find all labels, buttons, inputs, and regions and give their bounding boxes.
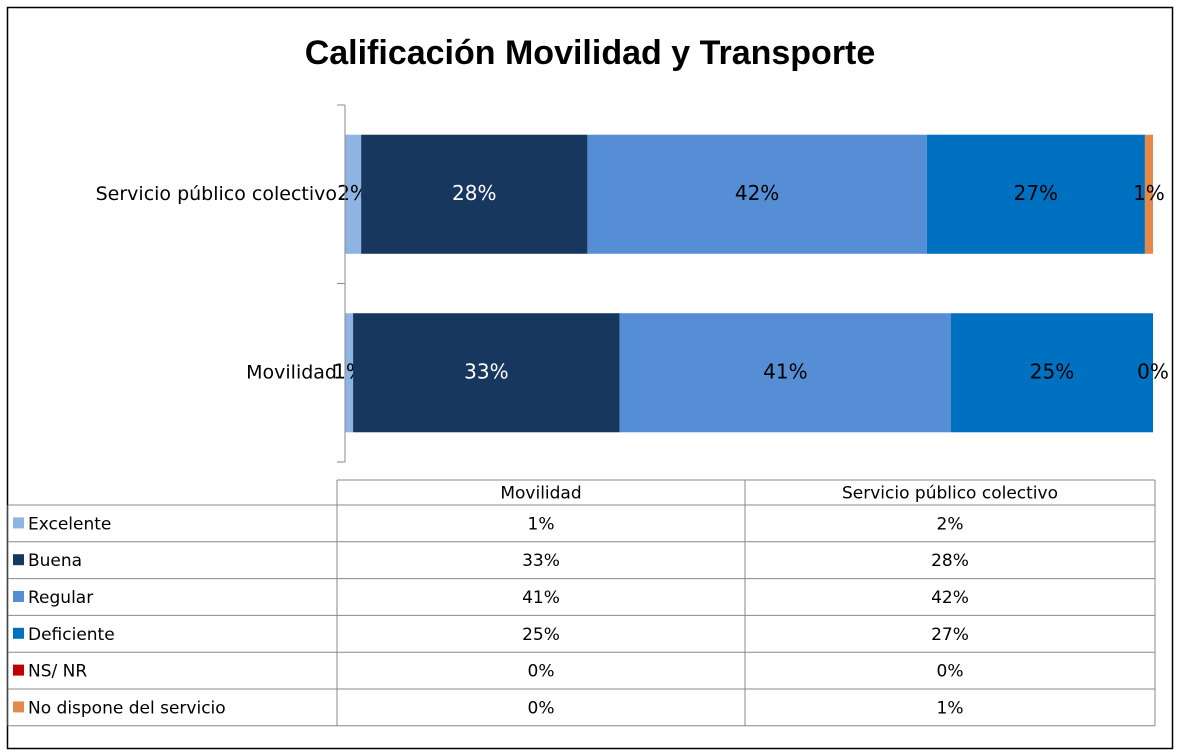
table-header: Movilidad <box>500 484 581 504</box>
legend-swatch <box>13 591 24 602</box>
data-label: 28% <box>452 181 496 205</box>
legend-swatch <box>13 701 24 713</box>
bar-segment <box>1144 134 1153 254</box>
table-cell: 33% <box>522 551 560 571</box>
data-label: 1% <box>1133 181 1165 205</box>
legend-swatch <box>13 664 24 676</box>
legend-label: NS/ NR <box>28 662 87 682</box>
legend-label: Regular <box>28 588 93 608</box>
data-label: 42% <box>735 181 779 205</box>
legend-label: No dispone del servicio <box>28 698 226 718</box>
bar-segment <box>587 134 927 254</box>
table-cell: 42% <box>931 588 969 608</box>
legend-label: Deficiente <box>28 625 115 645</box>
data-label: 41% <box>763 359 807 383</box>
legend-swatch <box>13 554 24 566</box>
bar-segment <box>353 313 620 433</box>
category-label: Movilidad <box>246 361 337 383</box>
table-cell: 0% <box>528 662 555 682</box>
table-cell: 2% <box>937 514 964 534</box>
legend-label: Buena <box>28 551 82 571</box>
bar-segment <box>361 134 588 254</box>
table-cell: 0% <box>937 662 964 682</box>
table-cell: 1% <box>937 698 964 718</box>
chart-title: Calificación Movilidad y Transporte <box>305 34 876 72</box>
bar-segment <box>926 134 1145 254</box>
data-label: 27% <box>1014 181 1058 205</box>
legend-swatch <box>13 517 24 529</box>
category-label: Servicio público colectivo <box>96 183 337 205</box>
legend-swatch <box>13 627 24 639</box>
table-cell: 28% <box>931 551 969 571</box>
table-cell: 0% <box>528 698 555 718</box>
table-header: Servicio público colectivo <box>842 484 1058 504</box>
data-label: 33% <box>464 359 508 383</box>
bar-segment <box>619 313 951 433</box>
bar-segment <box>345 134 362 254</box>
table-cell: 27% <box>931 625 969 645</box>
legend-label: Excelente <box>28 514 111 534</box>
bar-segment <box>345 313 354 433</box>
data-label: 0% <box>1137 359 1169 383</box>
data-label: 25% <box>1030 359 1074 383</box>
table-cell: 41% <box>522 588 560 608</box>
table-cell: 25% <box>522 625 560 645</box>
table-cell: 1% <box>528 514 555 534</box>
bar-segment <box>951 313 1153 433</box>
